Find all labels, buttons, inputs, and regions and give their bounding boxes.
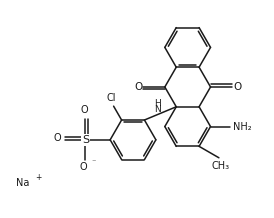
Text: N: N [154,105,161,114]
Text: +: + [36,173,42,182]
Text: ⁻: ⁻ [92,157,96,166]
Text: Cl: Cl [107,93,116,103]
Text: CH₃: CH₃ [212,161,230,171]
Text: H: H [154,99,161,108]
Text: NH₂: NH₂ [233,122,252,131]
Text: O: O [233,82,241,92]
Text: S: S [82,135,89,145]
Text: Na: Na [16,177,29,187]
Text: O: O [80,162,87,172]
Text: O: O [81,105,88,115]
Text: O: O [53,133,61,143]
Text: O: O [134,82,142,92]
